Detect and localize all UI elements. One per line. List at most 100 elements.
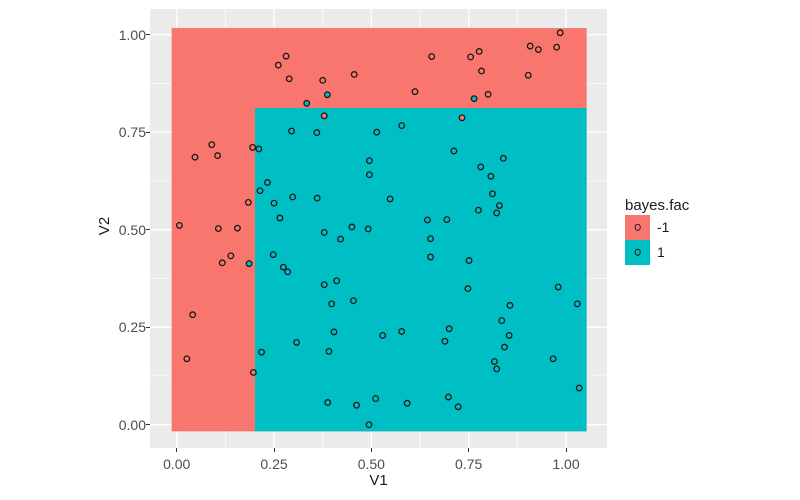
data-point — [411, 88, 419, 96]
x-tick — [468, 448, 470, 452]
y-tick-label: 0.25 — [118, 319, 146, 336]
data-point — [450, 147, 458, 155]
data-point — [556, 29, 564, 37]
x-tick-label: 0.00 — [163, 456, 191, 472]
data-point — [398, 122, 406, 130]
data-point — [333, 277, 341, 285]
data-point — [330, 328, 338, 336]
data-point — [506, 301, 514, 309]
data-point — [441, 337, 449, 345]
data-point — [526, 42, 534, 50]
data-point — [487, 172, 495, 180]
data-point — [256, 187, 264, 195]
x-tick-label: 1.00 — [552, 456, 580, 472]
data-point — [284, 268, 292, 276]
legend-key-swatch — [625, 215, 650, 240]
data-point — [465, 257, 473, 264]
y-tick-label: 0.75 — [118, 124, 146, 141]
data-point — [484, 90, 492, 98]
data-point — [477, 163, 485, 171]
data-point — [276, 214, 284, 222]
x-tick-label: 0.75 — [455, 456, 483, 472]
data-point — [191, 153, 199, 161]
data-point — [501, 343, 508, 351]
data-point — [534, 46, 542, 53]
legend-entry-label: 1 — [657, 244, 665, 261]
data-point — [493, 365, 501, 373]
data-point — [218, 259, 226, 267]
data-point — [214, 225, 222, 232]
data-point — [365, 171, 373, 179]
data-point — [575, 384, 583, 392]
data-point — [274, 61, 282, 69]
data-point — [427, 235, 434, 243]
data-point — [493, 209, 501, 217]
y-tick — [146, 326, 150, 328]
data-point — [255, 145, 263, 153]
data-point — [365, 421, 373, 429]
data-point — [208, 141, 216, 149]
data-point — [444, 393, 452, 401]
data-point — [495, 202, 503, 209]
data-point — [282, 52, 290, 60]
data-point — [398, 328, 406, 335]
data-point — [293, 338, 301, 346]
legend-entry-label: -1 — [657, 219, 670, 236]
data-point — [285, 75, 293, 83]
data-point — [258, 348, 266, 356]
data-point — [189, 311, 197, 319]
x-tick — [273, 448, 275, 452]
data-point — [553, 43, 561, 51]
data-point — [353, 401, 361, 409]
data-point — [490, 358, 498, 365]
y-tick-label: 0.50 — [118, 221, 146, 238]
data-point — [499, 154, 507, 162]
legend-entry: -1 — [625, 215, 689, 240]
point-marker-icon — [634, 223, 641, 231]
data-point — [313, 194, 321, 202]
data-point — [319, 76, 327, 84]
data-point — [350, 71, 358, 78]
x-tick-label: 0.50 — [357, 456, 385, 472]
data-point — [524, 71, 532, 79]
x-tick-label: 0.25 — [260, 456, 288, 472]
data-point — [372, 395, 380, 403]
data-point — [325, 347, 333, 355]
data-point — [323, 91, 331, 99]
data-point — [270, 199, 278, 207]
data-point — [454, 403, 462, 411]
data-point — [320, 228, 328, 236]
y-tick — [146, 34, 150, 36]
x-tick — [565, 448, 567, 452]
data-point — [445, 325, 453, 333]
data-point — [249, 143, 257, 151]
data-point — [379, 331, 387, 339]
data-point — [349, 297, 357, 305]
data-point — [313, 129, 321, 137]
data-point — [458, 114, 466, 122]
data-point — [320, 281, 328, 289]
data-point — [328, 300, 336, 308]
x-tick — [370, 448, 372, 452]
plot-panel — [150, 9, 607, 448]
data-point — [467, 53, 475, 61]
data-point — [249, 368, 257, 376]
point-marker-icon — [634, 248, 641, 256]
x-axis-title: V1 — [369, 472, 388, 489]
data-point — [427, 253, 434, 261]
legend-entries: -1 1 — [625, 215, 689, 265]
plot-area — [150, 9, 607, 448]
y-tick — [146, 229, 150, 231]
data-point — [488, 190, 496, 198]
data-point — [423, 216, 431, 224]
data-point — [337, 235, 345, 243]
data-point — [428, 53, 436, 60]
data-point — [263, 179, 271, 186]
data-point — [244, 198, 252, 206]
data-point — [320, 112, 328, 120]
data-point — [474, 206, 482, 214]
data-point — [373, 128, 381, 136]
data-point — [478, 67, 485, 75]
data-point — [303, 99, 311, 107]
data-point — [279, 263, 287, 271]
